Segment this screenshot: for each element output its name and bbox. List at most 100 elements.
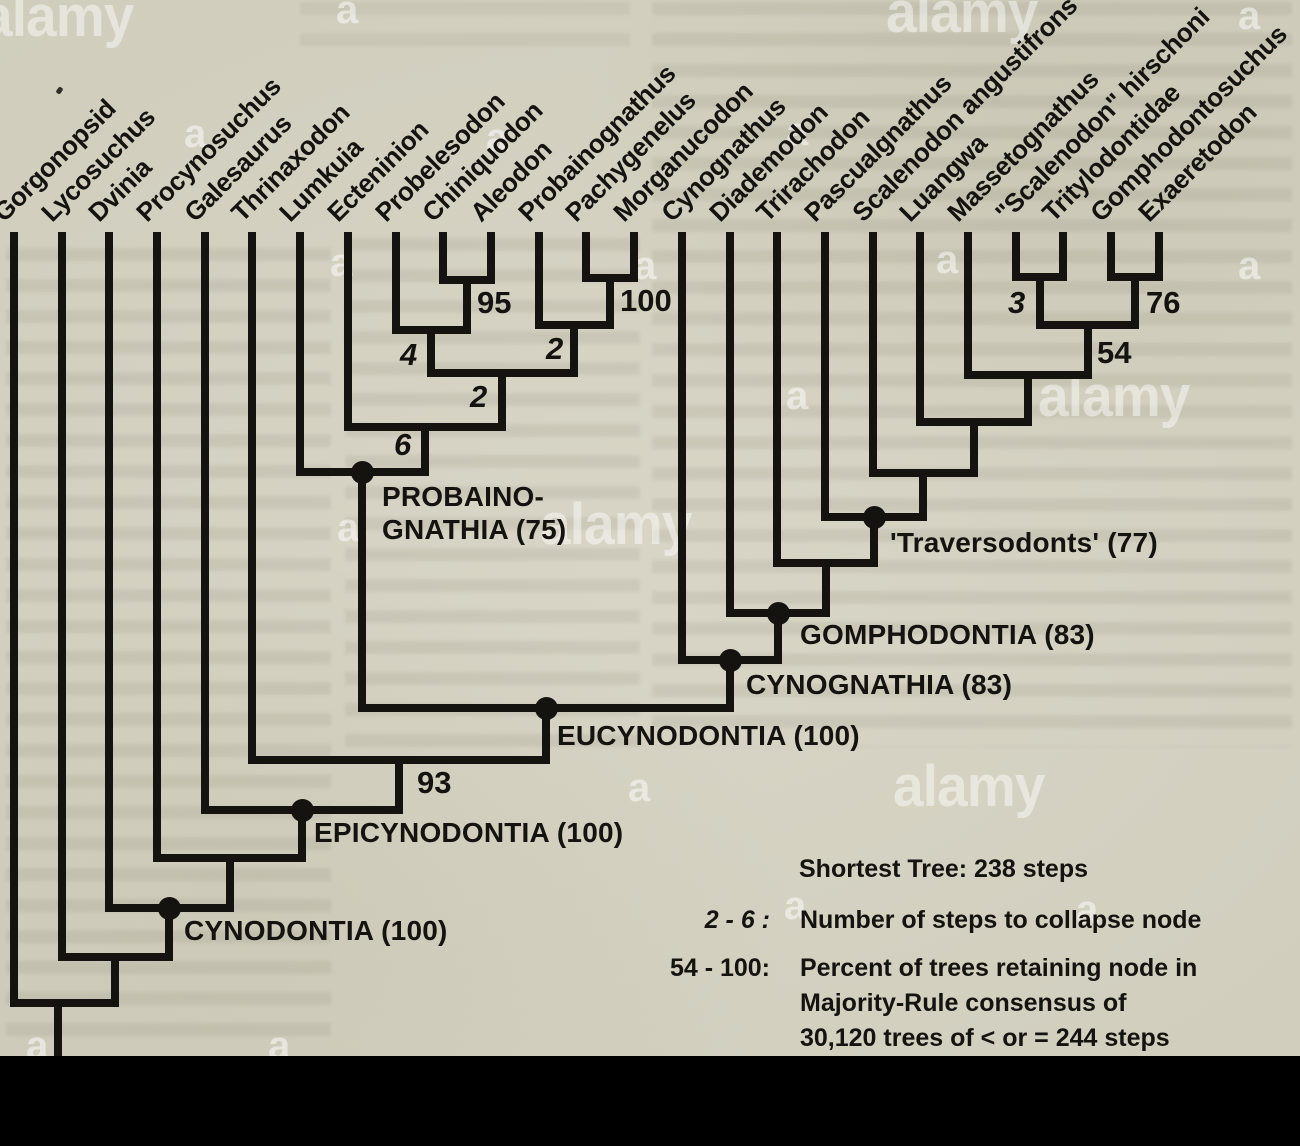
background-ghost-text: [300, 2, 630, 60]
tree-branch-horizontal: [869, 469, 978, 477]
legend-text-percent-2: Majority-Rule consensus of: [800, 989, 1127, 1017]
tree-branch-horizontal: [248, 756, 550, 764]
tree-branch-vertical: [606, 274, 614, 329]
tree-branch-vertical: [165, 904, 173, 961]
alamy-watermark-text: alamy: [0, 0, 134, 49]
named-node-dot: [290, 798, 314, 822]
node-support-value: 2: [470, 379, 488, 414]
tree-branch-vertical: [542, 704, 550, 764]
tree-branch-vertical: [10, 232, 18, 1007]
tree-branch-vertical: [1012, 232, 1020, 281]
legend-title: Shortest Tree: 238 steps: [799, 855, 1089, 883]
clade-label: 'Traversodonts' (77): [890, 527, 1158, 558]
tree-branch-vertical: [964, 232, 972, 379]
tree-branch-vertical: [582, 232, 590, 282]
node-support-value: 54: [1097, 335, 1132, 370]
tree-branch-horizontal: [1036, 321, 1139, 329]
tree-branch-vertical: [821, 232, 829, 521]
tree-branch-vertical: [358, 468, 366, 712]
clade-label: GNATHIA (75): [382, 514, 567, 545]
node-support-value: 3: [1008, 285, 1026, 320]
tree-branch-vertical: [1024, 371, 1032, 426]
tree-branch-horizontal: [1107, 273, 1163, 281]
tree-branch-vertical: [487, 232, 495, 284]
named-node-dot: [718, 648, 742, 672]
tree-branch-vertical: [1131, 273, 1139, 329]
tree-branch-horizontal: [10, 999, 119, 1007]
tree-branch-horizontal: [916, 418, 1032, 426]
tree-branch-vertical: [1059, 232, 1067, 281]
tree-branch-horizontal: [439, 276, 495, 284]
tree-branch-horizontal: [392, 326, 471, 334]
tree-branch-vertical: [570, 321, 578, 377]
clade-label: EUCYNODONTIA (100): [557, 720, 860, 751]
tree-branch-vertical: [296, 232, 304, 476]
tree-branch-vertical: [439, 232, 447, 284]
tree-branch-vertical: [226, 854, 234, 912]
tree-branch-horizontal: [344, 423, 506, 431]
tree-branch-horizontal: [58, 953, 173, 961]
alamy-watermark-text: alamy: [893, 754, 1045, 819]
legend-key-percent: 54 - 100:: [669, 954, 770, 982]
tree-branch-vertical: [1155, 232, 1163, 281]
tree-branch-vertical: [773, 232, 781, 567]
tree-branch-horizontal: [964, 371, 1092, 379]
clade-label: PROBAINO-: [382, 481, 545, 512]
tree-branch-vertical: [726, 232, 734, 617]
node-support-value: 100: [620, 283, 672, 318]
legend-text-percent-1: Percent of trees retaining node in: [800, 954, 1198, 982]
node-support-value: 95: [477, 285, 512, 320]
legend-text-percent-3: 30,120 trees of < or = 244 steps: [800, 1024, 1170, 1052]
tree-branch-horizontal: [427, 369, 578, 377]
scan-speck: [55, 86, 64, 95]
tree-branch-vertical: [111, 953, 119, 1007]
clade-label: GOMPHODONTIA (83): [800, 619, 1095, 650]
tree-branch-vertical: [463, 276, 471, 334]
tree-branch-vertical: [153, 232, 161, 862]
node-support-value: 93: [417, 765, 452, 800]
tree-branch-vertical: [427, 326, 435, 377]
tree-branch-vertical: [1036, 273, 1044, 329]
tree-branch-vertical: [870, 513, 878, 567]
tree-branch-vertical: [392, 232, 400, 334]
named-node-dot: [350, 460, 374, 484]
tree-branch-horizontal: [153, 854, 306, 862]
tree-branch-vertical: [58, 232, 66, 961]
tree-branch-vertical: [919, 469, 927, 521]
tree-branch-horizontal: [773, 559, 878, 567]
named-node-dot: [766, 601, 790, 625]
tree-branch-vertical: [916, 232, 924, 426]
tree-branch-horizontal: [582, 274, 638, 282]
legend-key-steps: 2 - 6 :: [704, 906, 770, 934]
tree-branch-vertical: [105, 232, 113, 912]
tree-branch-vertical: [201, 232, 209, 814]
node-support-value: 4: [400, 337, 418, 372]
tree-branch-vertical: [726, 656, 734, 712]
tree-branch-vertical: [970, 418, 978, 477]
named-node-dot: [534, 696, 558, 720]
clade-label: EPICYNODONTIA (100): [314, 817, 624, 848]
tree-branch-horizontal: [535, 321, 614, 329]
tree-branch-vertical: [344, 232, 352, 431]
tree-branch-vertical: [54, 999, 62, 1058]
named-node-dot: [862, 505, 886, 529]
tree-branch-vertical: [1107, 232, 1115, 281]
tree-branch-vertical: [395, 756, 403, 814]
tree-branch-vertical: [678, 232, 686, 664]
tree-branch-vertical: [1084, 321, 1092, 379]
tree-branch-vertical: [822, 559, 830, 617]
node-support-value: 76: [1146, 285, 1181, 320]
watermark-footer-bar: alamy Image ID: RGF0RG www.alamy.com: [0, 1056, 1300, 1146]
node-support-value: 2: [546, 331, 564, 366]
clade-label: CYNODONTIA (100): [184, 915, 448, 946]
tree-branch-vertical: [248, 232, 256, 764]
tree-branch-vertical: [869, 232, 877, 477]
tree-branch-vertical: [421, 423, 429, 476]
tree-branch-vertical: [498, 369, 506, 431]
named-node-dot: [157, 896, 181, 920]
tree-branch-vertical: [630, 232, 638, 282]
tree-branch-horizontal: [1012, 273, 1067, 281]
node-support-value: 6: [394, 427, 412, 462]
tree-branch-vertical: [535, 232, 543, 329]
